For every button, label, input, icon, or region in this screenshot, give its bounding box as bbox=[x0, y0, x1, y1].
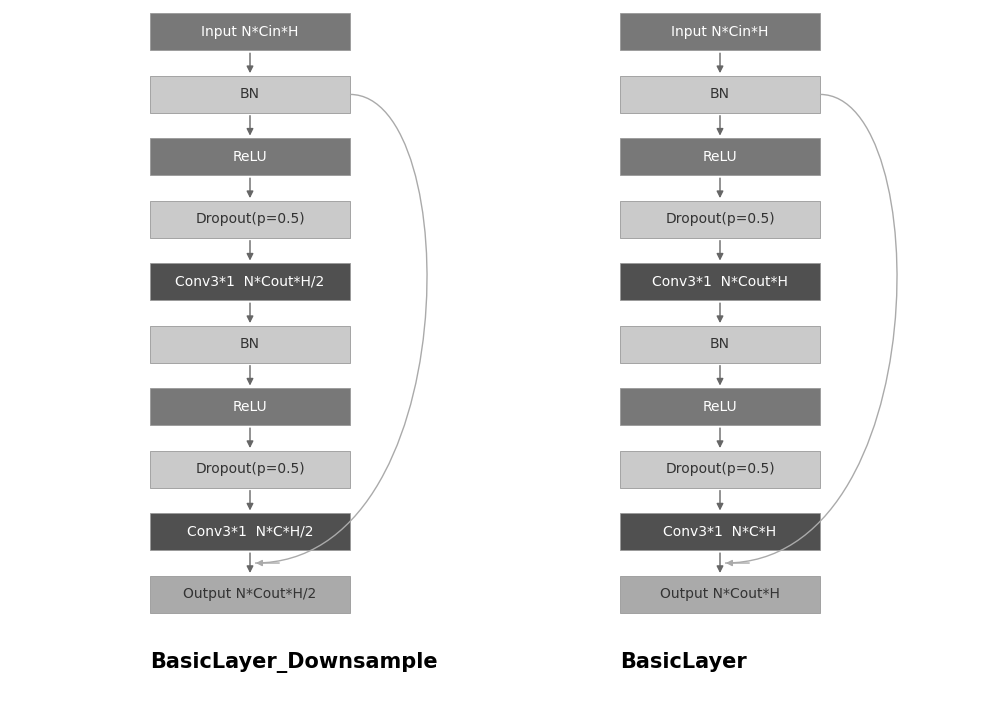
Text: ReLU: ReLU bbox=[703, 150, 737, 164]
Text: Dropout(p=0.5): Dropout(p=0.5) bbox=[665, 462, 775, 476]
Text: Conv3*1  N*Cout*H: Conv3*1 N*Cout*H bbox=[652, 275, 788, 289]
FancyBboxPatch shape bbox=[150, 263, 350, 300]
FancyBboxPatch shape bbox=[620, 326, 820, 363]
Text: BasicLayer_Downsample: BasicLayer_Downsample bbox=[150, 652, 438, 673]
Text: Output N*Cout*H/2: Output N*Cout*H/2 bbox=[183, 587, 317, 601]
FancyBboxPatch shape bbox=[620, 138, 820, 175]
FancyBboxPatch shape bbox=[620, 76, 820, 113]
Text: Dropout(p=0.5): Dropout(p=0.5) bbox=[195, 212, 305, 226]
Text: Dropout(p=0.5): Dropout(p=0.5) bbox=[195, 462, 305, 476]
FancyBboxPatch shape bbox=[620, 576, 820, 613]
FancyBboxPatch shape bbox=[620, 13, 820, 50]
FancyBboxPatch shape bbox=[150, 201, 350, 238]
Text: Output N*Cout*H: Output N*Cout*H bbox=[660, 587, 780, 601]
Text: Input N*Cin*H: Input N*Cin*H bbox=[201, 25, 299, 39]
FancyBboxPatch shape bbox=[620, 263, 820, 300]
FancyBboxPatch shape bbox=[150, 451, 350, 488]
FancyBboxPatch shape bbox=[150, 576, 350, 613]
Text: BN: BN bbox=[710, 337, 730, 351]
FancyBboxPatch shape bbox=[620, 201, 820, 238]
Text: ReLU: ReLU bbox=[233, 400, 267, 414]
Text: Conv3*1  N*C*H: Conv3*1 N*C*H bbox=[663, 525, 777, 539]
Text: BN: BN bbox=[240, 337, 260, 351]
Text: BN: BN bbox=[710, 87, 730, 102]
Text: BN: BN bbox=[240, 87, 260, 102]
Text: ReLU: ReLU bbox=[233, 150, 267, 164]
FancyBboxPatch shape bbox=[620, 451, 820, 488]
Text: ReLU: ReLU bbox=[703, 400, 737, 414]
Text: Dropout(p=0.5): Dropout(p=0.5) bbox=[665, 212, 775, 226]
Text: Input N*Cin*H: Input N*Cin*H bbox=[671, 25, 769, 39]
FancyBboxPatch shape bbox=[150, 513, 350, 550]
FancyBboxPatch shape bbox=[150, 13, 350, 50]
Text: Conv3*1  N*Cout*H/2: Conv3*1 N*Cout*H/2 bbox=[175, 275, 325, 289]
FancyBboxPatch shape bbox=[150, 388, 350, 425]
FancyBboxPatch shape bbox=[150, 76, 350, 113]
Text: Conv3*1  N*C*H/2: Conv3*1 N*C*H/2 bbox=[187, 525, 313, 539]
FancyBboxPatch shape bbox=[620, 513, 820, 550]
FancyBboxPatch shape bbox=[620, 388, 820, 425]
Text: BasicLayer: BasicLayer bbox=[620, 652, 747, 672]
FancyBboxPatch shape bbox=[150, 138, 350, 175]
FancyBboxPatch shape bbox=[150, 326, 350, 363]
